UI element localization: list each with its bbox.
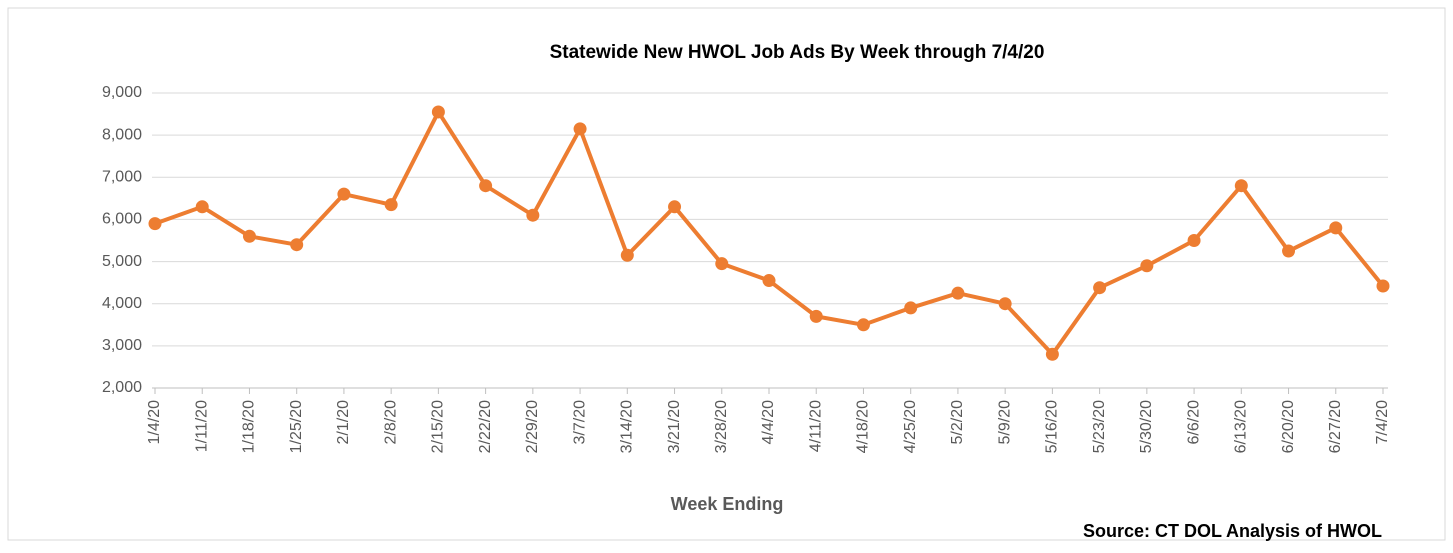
x-tick-label: 1/4/20 [146,400,163,445]
x-tick-label: 5/30/20 [1138,400,1155,453]
data-point [384,198,398,212]
data-point [1282,244,1296,258]
data-point [904,301,918,315]
x-tick-label: 2/1/20 [335,400,352,445]
x-tick-label: 3/21/20 [666,400,683,453]
data-point [620,248,634,262]
chart-title: Statewide New HWOL Job Ads By Week throu… [550,42,1045,63]
data-point [1234,179,1248,193]
data-point [951,286,965,300]
x-tick-label: 4/18/20 [855,400,872,453]
x-axis-title: Week Ending [671,494,784,514]
data-point [715,257,729,271]
data-point [431,105,445,119]
y-tick-label: 8,000 [102,126,142,143]
y-tick-label: 4,000 [102,295,142,312]
x-tick-label: 6/27/20 [1327,400,1344,453]
x-tick-label: 6/20/20 [1280,400,1297,453]
x-tick-label: 4/11/20 [807,400,824,452]
data-point [337,187,351,201]
chart-border [7,7,1446,541]
source-note: Source: CT DOL Analysis of HWOL [1083,521,1382,541]
data-point [809,309,823,323]
x-tick-label: 4/4/20 [760,400,777,445]
data-point [668,200,682,214]
y-tick-label: 5,000 [102,253,142,270]
x-tick-label: 5/9/20 [996,400,1013,445]
x-tick-label: 3/7/20 [571,400,588,445]
data-point [1329,221,1343,235]
x-tick-label: 1/25/20 [288,400,305,453]
data-point [762,274,776,288]
y-tick-label: 3,000 [102,337,142,354]
data-point [1376,279,1390,293]
data-point [573,122,587,136]
data-point [1093,281,1107,295]
y-tick-label: 2,000 [102,379,142,396]
x-tick-label: 1/18/20 [241,400,258,453]
x-tick-label: 5/16/20 [1044,400,1061,453]
x-tick-label: 5/23/20 [1091,400,1108,453]
data-point [242,229,256,243]
x-tick-label: 2/8/20 [382,400,399,445]
x-tick-label: 1/11/20 [193,400,210,452]
data-point [526,208,540,222]
data-point [856,318,870,332]
y-tick-label: 6,000 [102,211,142,228]
x-tick-label: 6/13/20 [1233,400,1250,453]
data-point [1045,347,1059,361]
data-point [479,179,493,193]
x-tick-label: 7/4/20 [1374,400,1391,445]
x-tick-label: 2/29/20 [524,400,541,453]
x-tick-label: 2/15/20 [430,400,447,453]
y-tick-label: 7,000 [102,169,142,186]
x-tick-label: 3/28/20 [713,400,730,453]
x-tick-label: 5/2/20 [949,400,966,445]
data-point [290,238,304,252]
x-tick-label: 2/22/20 [477,400,494,453]
data-point [1140,259,1154,273]
data-point [195,200,209,214]
x-tick-label: 3/14/20 [619,400,636,453]
y-tick-label: 9,000 [102,84,142,101]
data-point [1187,234,1201,247]
data-point [998,297,1012,311]
x-tick-label: 6/6/20 [1185,400,1202,445]
x-tick-label: 4/25/20 [902,400,919,453]
data-point [148,217,162,231]
